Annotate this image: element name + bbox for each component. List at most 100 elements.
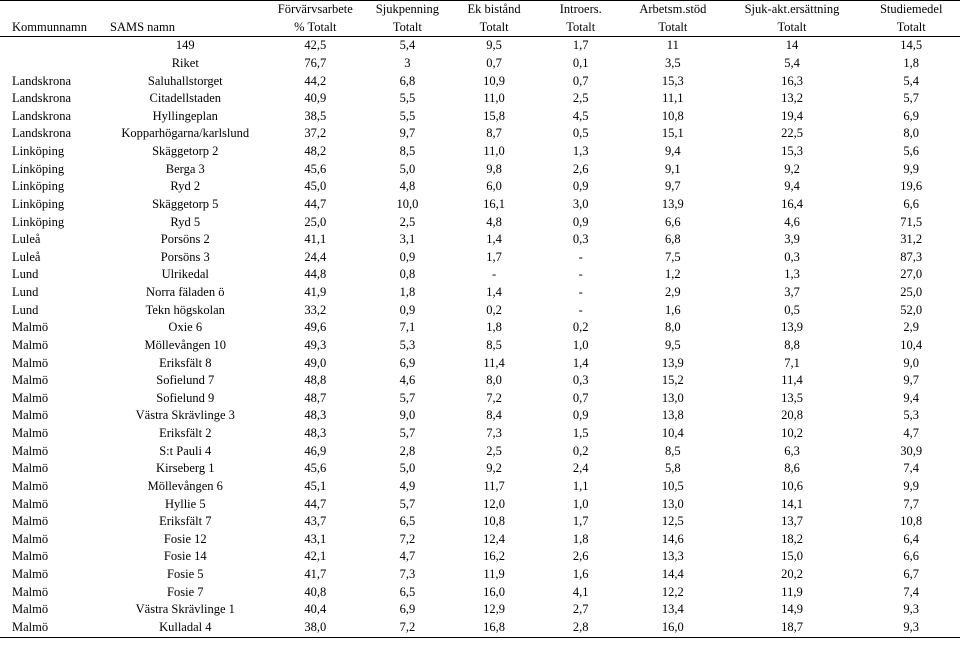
table-cell: 48,8 bbox=[267, 372, 365, 390]
table-row: MalmöS:t Pauli 446,92,82,50,28,56,330,9 bbox=[0, 443, 960, 461]
table-cell: 7,3 bbox=[364, 566, 451, 584]
col-header bbox=[0, 1, 104, 19]
table-cell: Ryd 5 bbox=[104, 214, 267, 232]
table-cell: Lund bbox=[0, 266, 104, 284]
table-cell: Västra Skrävlinge 3 bbox=[104, 407, 267, 425]
table-cell: 13,0 bbox=[624, 390, 722, 408]
table-cell: 1,8 bbox=[537, 531, 624, 549]
table-cell: 2,8 bbox=[537, 619, 624, 637]
table-cell: 5,3 bbox=[862, 407, 960, 425]
table-cell: 44,7 bbox=[267, 196, 365, 214]
table-cell: 46,9 bbox=[267, 443, 365, 461]
table-cell: 45,6 bbox=[267, 161, 365, 179]
table-cell: Linköping bbox=[0, 178, 104, 196]
table-cell: 6,6 bbox=[862, 548, 960, 566]
table-cell: 10,6 bbox=[722, 478, 863, 496]
table-cell: 9,0 bbox=[862, 355, 960, 373]
table-cell: 9,7 bbox=[364, 125, 451, 143]
table-cell: Landskrona bbox=[0, 108, 104, 126]
table-cell: 8,4 bbox=[451, 407, 538, 425]
table-cell: Malmö bbox=[0, 619, 104, 637]
table-cell: Malmö bbox=[0, 443, 104, 461]
table-cell: - bbox=[537, 284, 624, 302]
col-header: Sjuk-akt.ersättning bbox=[722, 1, 863, 19]
table-cell: Landskrona bbox=[0, 125, 104, 143]
table-cell: 6,4 bbox=[862, 531, 960, 549]
col-header: Totalt bbox=[364, 19, 451, 37]
table-cell: 40,8 bbox=[267, 584, 365, 602]
table-cell: 10,5 bbox=[624, 478, 722, 496]
table-cell: 1,7 bbox=[537, 513, 624, 531]
table-cell: Riket bbox=[104, 55, 267, 73]
table-cell: 6,6 bbox=[862, 196, 960, 214]
table-row: LinköpingSkäggetorp 544,710,016,13,013,9… bbox=[0, 196, 960, 214]
table-cell: Porsöns 3 bbox=[104, 249, 267, 267]
table-cell: 1,0 bbox=[537, 496, 624, 514]
table-cell: 19,6 bbox=[862, 178, 960, 196]
table-row: MalmöMöllevången 645,14,911,71,110,510,6… bbox=[0, 478, 960, 496]
table-cell: Malmö bbox=[0, 372, 104, 390]
table-cell: 8,0 bbox=[862, 125, 960, 143]
table-cell: - bbox=[451, 266, 538, 284]
table-cell: Malmö bbox=[0, 407, 104, 425]
table-cell: 6,9 bbox=[364, 355, 451, 373]
table-cell: 10,4 bbox=[624, 425, 722, 443]
table-cell: 7,3 bbox=[451, 425, 538, 443]
table-cell: 7,5 bbox=[624, 249, 722, 267]
table-cell: 0,7 bbox=[451, 55, 538, 73]
table-cell: 13,9 bbox=[624, 196, 722, 214]
table-header-row-2: Kommunnamn SAMS namn % Totalt Totalt Tot… bbox=[0, 19, 960, 37]
table-cell: 13,2 bbox=[722, 90, 863, 108]
table-row: MalmöEriksfält 743,76,510,81,712,513,710… bbox=[0, 513, 960, 531]
table-cell: - bbox=[537, 266, 624, 284]
table-cell bbox=[0, 37, 104, 55]
table-cell: Eriksfält 8 bbox=[104, 355, 267, 373]
table-cell: 13,8 bbox=[624, 407, 722, 425]
table-cell: 31,2 bbox=[862, 231, 960, 249]
table-cell: Malmö bbox=[0, 531, 104, 549]
table-cell: 10,9 bbox=[451, 73, 538, 91]
table-row: LundNorra fäladen ö41,91,81,4-2,93,725,0 bbox=[0, 284, 960, 302]
table-cell: 5,0 bbox=[364, 161, 451, 179]
table-cell: 1,2 bbox=[624, 266, 722, 284]
table-cell: 4,8 bbox=[451, 214, 538, 232]
table-cell: 12,2 bbox=[624, 584, 722, 602]
table-cell: Tekn högskolan bbox=[104, 302, 267, 320]
table-row: MalmöOxie 649,67,11,80,28,013,92,9 bbox=[0, 319, 960, 337]
table-cell: 1,4 bbox=[451, 284, 538, 302]
table-cell: 49,0 bbox=[267, 355, 365, 373]
table-cell: 7,2 bbox=[364, 531, 451, 549]
table-cell: 45,6 bbox=[267, 460, 365, 478]
table-cell: 18,7 bbox=[722, 619, 863, 637]
table-cell: 0,7 bbox=[537, 73, 624, 91]
table-cell: 14,1 bbox=[722, 496, 863, 514]
table-cell: Sofielund 9 bbox=[104, 390, 267, 408]
table-cell: 11,9 bbox=[722, 584, 863, 602]
table-cell: 6,8 bbox=[624, 231, 722, 249]
table-cell: 3 bbox=[364, 55, 451, 73]
table-cell: Malmö bbox=[0, 513, 104, 531]
table-cell: 6,7 bbox=[862, 566, 960, 584]
table-cell: Linköping bbox=[0, 196, 104, 214]
table-cell: 12,0 bbox=[451, 496, 538, 514]
table-cell: 6,5 bbox=[364, 513, 451, 531]
table-cell: 0,1 bbox=[537, 55, 624, 73]
table-cell: 43,7 bbox=[267, 513, 365, 531]
table-row: MalmöFosie 1442,14,716,22,613,315,06,6 bbox=[0, 548, 960, 566]
table-cell: 5,0 bbox=[364, 460, 451, 478]
table-cell: 12,5 bbox=[624, 513, 722, 531]
table-body: 14942,55,49,51,7111414,5Riket76,730,70,1… bbox=[0, 37, 960, 637]
table-cell: 11,0 bbox=[451, 143, 538, 161]
table-cell: Ulrikedal bbox=[104, 266, 267, 284]
table-cell: 149 bbox=[104, 37, 267, 55]
table-cell: 87,3 bbox=[862, 249, 960, 267]
table-cell: Landskrona bbox=[0, 73, 104, 91]
table-cell: 8,0 bbox=[624, 319, 722, 337]
table-cell: 4,7 bbox=[862, 425, 960, 443]
table-cell: 3,9 bbox=[722, 231, 863, 249]
table-row: MalmöSofielund 748,84,68,00,315,211,49,7 bbox=[0, 372, 960, 390]
table-row: LuleåPorsöns 241,13,11,40,36,83,931,2 bbox=[0, 231, 960, 249]
table-cell: 2,6 bbox=[537, 161, 624, 179]
table-cell: 71,5 bbox=[862, 214, 960, 232]
table-cell: 1,6 bbox=[537, 566, 624, 584]
